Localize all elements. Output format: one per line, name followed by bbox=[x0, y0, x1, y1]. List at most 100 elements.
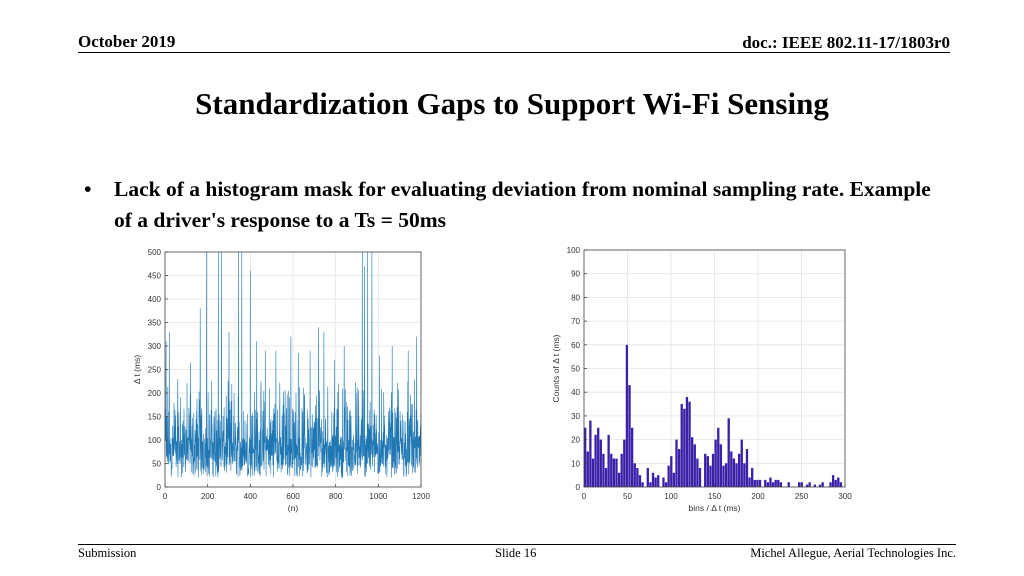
histogram-bar bbox=[732, 458, 736, 487]
histogram-bar bbox=[667, 465, 670, 487]
bullet-marker: • bbox=[84, 177, 92, 201]
y-tick-label: 0 bbox=[157, 483, 162, 492]
histogram-bar bbox=[680, 404, 683, 487]
histogram-bar bbox=[698, 468, 702, 487]
x-tick-label: 200 bbox=[751, 492, 765, 501]
x-tick-label: 1000 bbox=[369, 492, 387, 501]
histogram-bar bbox=[649, 482, 652, 487]
histogram-bar bbox=[787, 482, 790, 487]
histogram-bar bbox=[604, 468, 608, 487]
histogram-bar bbox=[683, 408, 686, 487]
histogram-bar bbox=[722, 465, 725, 487]
histogram-bar bbox=[628, 385, 631, 487]
header-divider bbox=[78, 52, 950, 53]
x-tick-label: 100 bbox=[664, 492, 678, 501]
slide-title: Standardization Gaps to Support Wi-Fi Se… bbox=[195, 86, 829, 121]
histogram-bar bbox=[751, 468, 754, 487]
histogram-bar bbox=[730, 451, 733, 487]
histogram-bar bbox=[636, 468, 639, 487]
histogram-bar bbox=[771, 482, 775, 487]
y-tick-label: 10 bbox=[571, 459, 580, 468]
histogram-bar bbox=[769, 477, 772, 487]
x-tick-label: 0 bbox=[582, 492, 587, 501]
y-tick-label: 300 bbox=[148, 342, 162, 351]
histogram-bar bbox=[589, 420, 592, 487]
histogram-bar bbox=[612, 458, 616, 487]
x-tick-label: 1200 bbox=[412, 492, 430, 501]
histogram-bar bbox=[638, 475, 642, 487]
histogram-bar bbox=[584, 427, 587, 487]
y-tick-label: 80 bbox=[571, 293, 580, 302]
time-series-plot: 0 200 400 600 800 1000 1200 0 50 100 150 200 250 300 3… bbox=[132, 248, 430, 513]
time-series-chart: 0 200 400 600 800 1000 1200 0 50 100 150 200 250 300 3… bbox=[128, 240, 433, 515]
histogram-plot: 0 50 100 150 200 250 300 0 10 20 30 40 50 60 70 80 90 100… bbox=[551, 246, 852, 513]
histogram-bar bbox=[586, 451, 589, 487]
y-tick-label: 90 bbox=[571, 270, 580, 279]
histogram-bar bbox=[602, 453, 605, 487]
histogram-bar bbox=[664, 482, 668, 487]
histogram-bar bbox=[677, 449, 681, 487]
histogram-bar bbox=[711, 453, 715, 487]
histogram-bar bbox=[779, 482, 783, 487]
histogram-bar bbox=[620, 453, 623, 487]
y-tick-label: 100 bbox=[148, 436, 162, 445]
histogram-bar bbox=[743, 463, 746, 487]
y-tick-label: 200 bbox=[148, 389, 162, 398]
y-axis-label: Δ t (ms) bbox=[132, 355, 142, 384]
y-tick-label: 50 bbox=[152, 460, 161, 469]
footer-slide-number: Slide 16 bbox=[495, 546, 537, 560]
header-doc-id: doc.: IEEE 802.11-17/1803r0 bbox=[742, 33, 950, 52]
histogram-bar bbox=[719, 444, 723, 487]
y-tick-label: 350 bbox=[148, 319, 162, 328]
y-tick-label: 500 bbox=[148, 248, 162, 257]
histogram-bar bbox=[831, 475, 835, 487]
histogram-bar bbox=[617, 472, 621, 487]
y-tick-label: 70 bbox=[571, 317, 580, 326]
bullet-text: Lack of a histogram mask for evaluating … bbox=[114, 177, 931, 232]
histogram-bar bbox=[798, 482, 801, 487]
x-tick-label: 50 bbox=[623, 492, 632, 501]
histogram-bar bbox=[704, 453, 707, 487]
histogram-bar bbox=[675, 439, 678, 487]
histogram-bar bbox=[630, 427, 634, 487]
histogram-bar bbox=[662, 477, 665, 487]
histogram-bar bbox=[591, 458, 595, 487]
histogram-bar bbox=[633, 463, 636, 487]
y-tick-label: 250 bbox=[148, 366, 162, 375]
histogram-bar bbox=[777, 479, 780, 487]
histogram-bar bbox=[714, 439, 717, 487]
histogram-chart: 0 50 100 150 200 250 300 0 10 20 30 40 50 60 70 80 90 100… bbox=[548, 240, 858, 515]
histogram-bar bbox=[599, 439, 602, 487]
histogram-bar bbox=[829, 482, 832, 487]
x-tick-label: 200 bbox=[201, 492, 215, 501]
x-tick-label: 600 bbox=[286, 492, 300, 501]
histogram-bar bbox=[727, 418, 730, 487]
x-tick-label: 0 bbox=[163, 492, 168, 501]
histogram-bar bbox=[691, 437, 694, 487]
header-date: October 2019 bbox=[78, 32, 176, 51]
y-tick-label: 450 bbox=[148, 272, 162, 281]
histogram-bar bbox=[808, 482, 811, 487]
histogram-bar bbox=[745, 449, 749, 487]
histogram-bar bbox=[756, 479, 759, 487]
histogram-bar bbox=[717, 427, 720, 487]
histogram-bar bbox=[594, 434, 597, 487]
histogram-bar bbox=[646, 468, 649, 487]
x-tick-label: 400 bbox=[244, 492, 258, 501]
histogram-bar bbox=[764, 479, 767, 487]
footer-author: Michel Allegue, Aerial Technologies Inc. bbox=[750, 546, 956, 560]
x-tick-label: 250 bbox=[795, 492, 809, 501]
histogram-bar bbox=[625, 344, 629, 487]
y-tick-label: 50 bbox=[571, 365, 580, 374]
histogram-bar bbox=[607, 434, 610, 487]
histogram-bar bbox=[685, 396, 689, 487]
x-tick-label: 800 bbox=[329, 492, 343, 501]
histogram-bar bbox=[623, 439, 626, 487]
histogram-bar bbox=[813, 484, 816, 487]
histogram-bar bbox=[688, 401, 691, 487]
y-tick-label: 100 bbox=[567, 246, 581, 255]
histogram-bar bbox=[651, 472, 655, 487]
x-axis-label: (n) bbox=[288, 503, 299, 513]
x-axis-label: bins / Δ t (ms) bbox=[689, 503, 741, 513]
histogram-bar bbox=[693, 444, 696, 487]
